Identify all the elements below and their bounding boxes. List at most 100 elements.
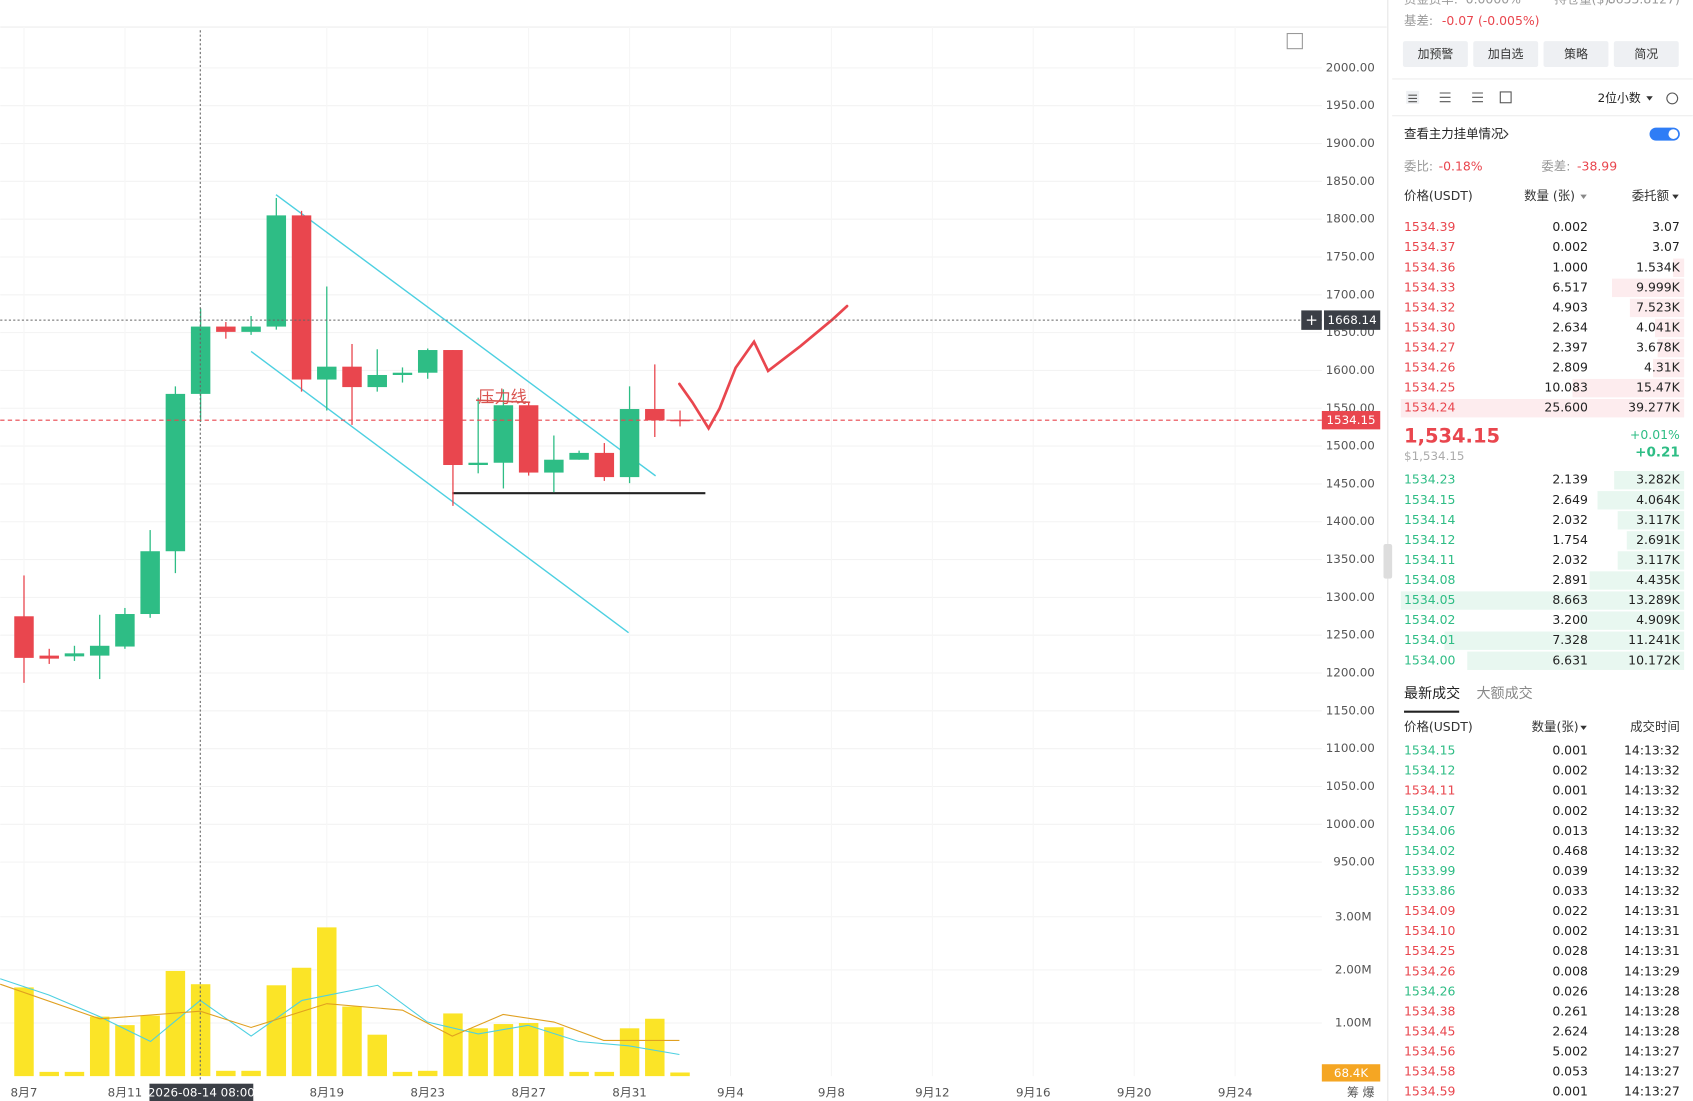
amount: 3.678K [1636,340,1681,355]
qty: 7.328 [1552,632,1588,647]
grid [0,27,1322,1077]
candle-body [216,326,236,332]
depth-bar [1626,531,1685,550]
trade-time: 14:13:32 [1624,883,1680,898]
view-icon[interactable] [1406,90,1420,104]
view-icon[interactable] [1472,92,1483,103]
trade-price: 1534.15 [1404,743,1455,758]
candle-body [619,409,640,478]
trade-time: 14:13:31 [1624,943,1680,958]
candle-body [165,393,186,552]
volume-bar [165,970,186,1077]
trade-time: 14:13:31 [1624,923,1680,938]
chevron [1503,129,1509,139]
candle-body [342,366,362,388]
collapse-handle[interactable] [1383,544,1393,579]
trade-price: 1533.86 [1404,883,1455,898]
button-label: 策略 [1564,47,1588,61]
view-icon[interactable] [1439,92,1451,103]
candle-body [392,372,413,375]
trade-time: 14:13:28 [1624,983,1680,998]
button[interactable] [1402,41,1468,68]
view-icon[interactable] [1408,94,1418,103]
depth-bar [1467,651,1685,670]
x-tick-label: 8月23 [410,1085,445,1099]
trade-price: 1534.02 [1404,843,1455,858]
annotation: 压力线 [478,388,527,407]
price: 1534.27 [1404,340,1455,355]
depth-bar [1612,278,1685,298]
volume-bar [266,985,287,1077]
trade-price: 1534.26 [1404,963,1455,978]
view-icon[interactable] [1499,91,1512,104]
price: 1534.00 [1404,652,1455,667]
candle-body [443,350,463,466]
trade-qty: 0.001 [1552,1084,1588,1099]
trade-price: 1534.09 [1404,903,1455,918]
amount: 4.064K [1636,492,1681,507]
qty: 8.663 [1552,592,1588,607]
volume-bar [569,1071,589,1077]
crosshair-time-box [149,1083,254,1101]
volume-bar [645,1018,665,1077]
tab[interactable]: 大额成交 [1476,685,1532,702]
button[interactable] [1473,41,1539,68]
column-header: 价格(USDT) [1404,719,1473,734]
volume-tick-label: 1.00M [1335,1016,1372,1030]
mid-usd: $1,534.15 [1404,449,1464,463]
volume-tick-label: 2.00M [1335,962,1372,976]
button[interactable] [1543,41,1609,68]
trade-qty: 0.001 [1552,783,1588,798]
candle-body [645,409,665,421]
qty: 0.002 [1552,239,1588,254]
price: 1534.01 [1404,632,1455,647]
caret [1646,96,1653,101]
candle-body [569,452,589,460]
column-header: 价格(USDT) [1404,188,1473,203]
projection-line [678,304,849,431]
settings-icon[interactable] [1666,92,1679,105]
trade-time: 14:13:27 [1624,1084,1680,1099]
trade-qty: 0.468 [1552,843,1588,858]
candle-body [89,645,110,656]
amount: 9.999K [1636,279,1681,294]
depth-bar [1617,551,1685,570]
volume-bar [241,1070,261,1077]
trade-price: 1534.06 [1404,823,1455,838]
amount: 4.31K [1644,360,1681,375]
annotation-strike [476,399,531,404]
y-tick-label: 2000.00 [1326,60,1375,74]
button[interactable] [1613,41,1679,68]
trade-time: 14:13:31 [1624,903,1680,918]
amount: 4.041K [1636,319,1681,334]
volume-bar [493,1024,514,1077]
volume-bar [392,1071,413,1077]
amount: 15.47K [1636,380,1681,395]
y-tick-label: 1700.00 [1326,287,1375,301]
trade-time: 14:13:28 [1624,1023,1680,1038]
qty: 25.600 [1544,400,1588,415]
price: 1534.14 [1404,512,1455,527]
add-button[interactable] [1301,310,1322,330]
x-tick-label: 8月7 [10,1085,37,1099]
price: 1534.24 [1404,400,1455,415]
x-tick-label: 8月31 [612,1085,647,1099]
trade-qty: 2.624 [1552,1023,1588,1038]
qty: 6.631 [1552,652,1588,667]
label: 委比: [1404,159,1433,174]
trade-qty: 0.002 [1552,763,1588,778]
trend-line [250,350,629,634]
candle-body [518,405,539,473]
price: 1534.39 [1404,219,1455,234]
trade-time: 14:13:27 [1624,1044,1680,1059]
caret [1580,194,1587,200]
tab[interactable]: 最新成交 [1404,685,1460,702]
trade-time: 14:13:32 [1624,863,1680,878]
last-price: 1534.15 [1326,413,1375,427]
trade-price: 1534.12 [1404,763,1455,778]
trade-price: 1534.10 [1404,923,1455,938]
expand-icon[interactable] [1286,32,1303,50]
price: 1534.23 [1404,472,1455,487]
trade-qty: 0.002 [1552,803,1588,818]
volume-bar [544,1027,564,1077]
